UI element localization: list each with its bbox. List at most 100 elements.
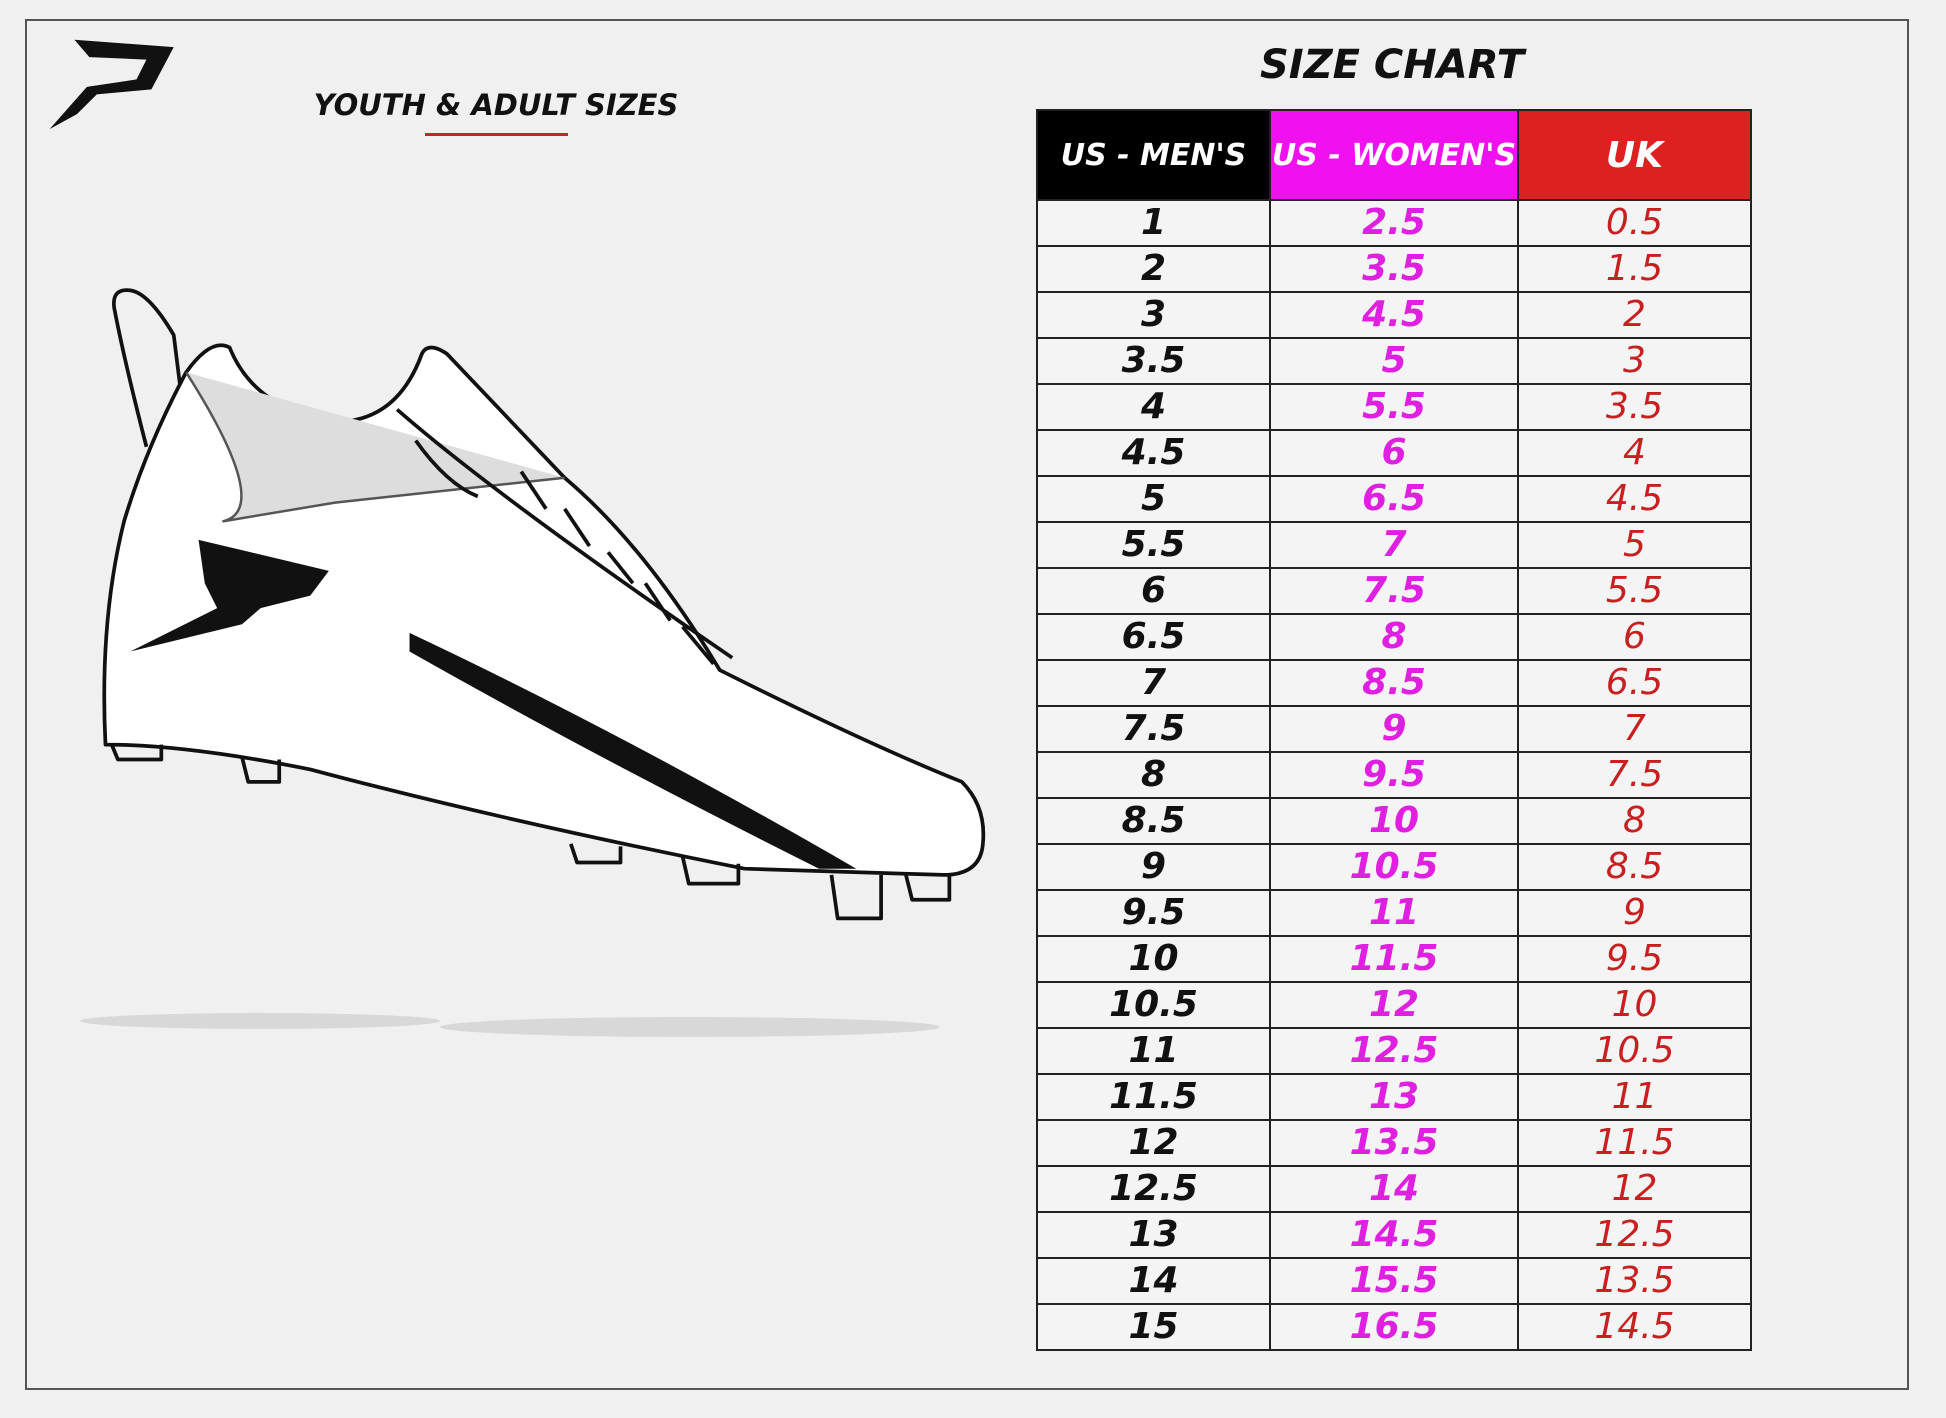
table-cell: 9 [1517, 889, 1752, 937]
table-row: 11.5 13 11 [1036, 1073, 1752, 1121]
table-row: 8.5 10 8 [1036, 797, 1752, 845]
table-cell: 12.5 [1036, 1165, 1271, 1213]
table-cell: 11.5 [1269, 935, 1519, 983]
table-cell: 3 [1036, 291, 1271, 339]
table-row: 3.5 5 3 [1036, 337, 1752, 385]
table-cell: 1.5 [1517, 245, 1752, 293]
table-cell: 12.5 [1269, 1027, 1519, 1075]
table-row: 6.5 8 6 [1036, 613, 1752, 661]
table-cell: 7 [1036, 659, 1271, 707]
table-cell: 9.5 [1036, 889, 1271, 937]
frame [25, 19, 1909, 1390]
table-cell: 2.5 [1269, 199, 1519, 247]
table-cell: 7 [1269, 521, 1519, 569]
table-cell: 8 [1036, 751, 1271, 799]
table-cell: 14 [1036, 1257, 1271, 1305]
table-row: 4 5.5 3.5 [1036, 383, 1752, 431]
column-header: UK [1517, 109, 1752, 201]
table-cell: 4.5 [1036, 429, 1271, 477]
table-cell: 5 [1517, 521, 1752, 569]
table-cell: 3 [1517, 337, 1752, 385]
column-header: US - WOMEN'S [1269, 109, 1519, 201]
table-row: 4.5 6 4 [1036, 429, 1752, 477]
table-cell: 2 [1036, 245, 1271, 293]
table-row: 2 3.5 1.5 [1036, 245, 1752, 293]
table-row: 10.5 12 10 [1036, 981, 1752, 1029]
table-cell: 3.5 [1269, 245, 1519, 293]
table-cell: 10.5 [1269, 843, 1519, 891]
table-cell: 11.5 [1036, 1073, 1271, 1121]
table-cell: 7.5 [1517, 751, 1752, 799]
table-row: 10 11.5 9.5 [1036, 935, 1752, 983]
table-cell: 12 [1036, 1119, 1271, 1167]
table-row: 6 7.5 5.5 [1036, 567, 1752, 615]
table-cell: 6.5 [1269, 475, 1519, 523]
table-cell: 11 [1269, 889, 1519, 937]
table-cell: 15 [1036, 1303, 1271, 1351]
table-cell: 3.5 [1517, 383, 1752, 431]
table-cell: 13 [1269, 1073, 1519, 1121]
table-cell: 6.5 [1517, 659, 1752, 707]
table-cell: 7.5 [1036, 705, 1271, 753]
table-cell: 6 [1269, 429, 1519, 477]
table-cell: 13 [1036, 1211, 1271, 1259]
table-cell: 14.5 [1517, 1303, 1752, 1351]
table-row: 9 10.5 8.5 [1036, 843, 1752, 891]
table-cell: 9.5 [1269, 751, 1519, 799]
table-cell: 8.5 [1517, 843, 1752, 891]
table-row: 9.5 11 9 [1036, 889, 1752, 937]
table-cell: 12 [1517, 1165, 1752, 1213]
table-cell: 4 [1036, 383, 1271, 431]
subtitle: YOUTH & ADULT SIZES [313, 88, 679, 122]
table-cell: 4.5 [1517, 475, 1752, 523]
table-row: 7 8.5 6.5 [1036, 659, 1752, 707]
table-cell: 10 [1036, 935, 1271, 983]
table-cell: 5 [1269, 337, 1519, 385]
table-row: 11 12.5 10.5 [1036, 1027, 1752, 1075]
table-cell: 4.5 [1269, 291, 1519, 339]
table-row: 5.5 7 5 [1036, 521, 1752, 569]
table-cell: 7 [1517, 705, 1752, 753]
table-cell: 10 [1269, 797, 1519, 845]
table-cell: 9.5 [1517, 935, 1752, 983]
table-cell: 6 [1517, 613, 1752, 661]
table-cell: 10.5 [1036, 981, 1271, 1029]
table-cell: 5.5 [1036, 521, 1271, 569]
table-cell: 11 [1036, 1027, 1271, 1075]
table-cell: 8 [1269, 613, 1519, 661]
table-cell: 6 [1036, 567, 1271, 615]
table-cell: 14.5 [1269, 1211, 1519, 1259]
table-cell: 8.5 [1036, 797, 1271, 845]
table-cell: 12.5 [1517, 1211, 1752, 1259]
chart-title: SIZE CHART [1259, 42, 1525, 88]
table-row: 1 2.5 0.5 [1036, 199, 1752, 247]
table-cell: 15.5 [1269, 1257, 1519, 1305]
table-cell: 14 [1269, 1165, 1519, 1213]
table-row: 7.5 9 7 [1036, 705, 1752, 753]
table-row: 8 9.5 7.5 [1036, 751, 1752, 799]
table-body: 1 2.5 0.5 2 3.5 1.5 3 4.5 2 3.5 5 3 4 5.5 3.5 4.5 6 4 5 6.5… [1036, 199, 1752, 1351]
table-row: 15 16.5 14.5 [1036, 1303, 1752, 1351]
table-row: 13 14.5 12.5 [1036, 1211, 1752, 1259]
table-cell: 3.5 [1036, 337, 1271, 385]
table-cell: 0.5 [1517, 199, 1752, 247]
table-row: 12 13.5 11.5 [1036, 1119, 1752, 1167]
table-cell: 2 [1517, 291, 1752, 339]
table-cell: 5 [1036, 475, 1271, 523]
table-cell: 8 [1517, 797, 1752, 845]
table-row: 3 4.5 2 [1036, 291, 1752, 339]
shoe-illustration [49, 39, 986, 1037]
table-cell: 12 [1269, 981, 1519, 1029]
table-cell: 10 [1517, 981, 1752, 1029]
table-cell: 16.5 [1269, 1303, 1519, 1351]
table-cell: 5.5 [1517, 567, 1752, 615]
table-row: 5 6.5 4.5 [1036, 475, 1752, 523]
table-cell: 1 [1036, 199, 1271, 247]
header-row: US - MEN'S US - WOMEN'S UK [1036, 109, 1752, 201]
table-cell: 11.5 [1517, 1119, 1752, 1167]
table-cell: 6.5 [1036, 613, 1271, 661]
table-cell: 9 [1036, 843, 1271, 891]
table-cell: 9 [1269, 705, 1519, 753]
table-row: 14 15.5 13.5 [1036, 1257, 1752, 1305]
